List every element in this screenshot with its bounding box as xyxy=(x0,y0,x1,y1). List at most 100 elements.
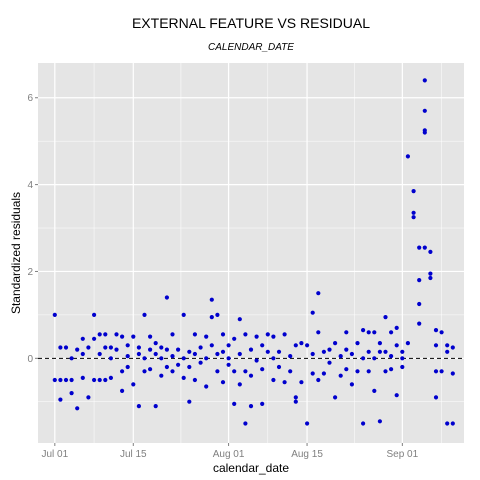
data-point xyxy=(69,356,74,361)
data-point xyxy=(361,356,366,361)
data-point xyxy=(321,371,326,376)
data-point xyxy=(209,315,214,320)
data-point xyxy=(450,371,455,376)
data-point xyxy=(125,364,130,370)
data-point xyxy=(153,351,158,357)
data-point xyxy=(400,364,405,370)
data-point xyxy=(366,369,371,374)
data-point xyxy=(433,369,439,374)
data-point xyxy=(226,356,231,361)
data-point xyxy=(428,275,433,281)
data-point xyxy=(243,332,248,337)
data-point xyxy=(164,295,169,300)
data-point xyxy=(293,343,298,348)
data-point xyxy=(433,343,439,348)
data-point xyxy=(192,332,197,337)
data-point xyxy=(237,382,242,387)
y-tick-label: 6 xyxy=(27,93,33,104)
data-point xyxy=(445,421,450,426)
data-point xyxy=(439,369,444,374)
data-point xyxy=(333,395,338,400)
data-point xyxy=(260,343,265,348)
data-point xyxy=(372,330,377,335)
data-point xyxy=(153,341,158,346)
data-point xyxy=(433,328,439,333)
data-point xyxy=(327,347,332,352)
data-point xyxy=(215,351,220,357)
data-point xyxy=(75,347,80,352)
data-point xyxy=(232,401,237,406)
data-point xyxy=(333,341,338,346)
data-point xyxy=(164,347,169,352)
data-point xyxy=(316,291,321,296)
data-point xyxy=(288,369,293,374)
data-point xyxy=(299,341,304,346)
y-tick-label: 2 xyxy=(27,267,33,278)
data-point xyxy=(187,349,192,354)
data-point xyxy=(187,399,192,404)
y-tick-label: 0 xyxy=(27,354,33,365)
data-point xyxy=(86,395,91,400)
x-axis-label: calendar_date xyxy=(213,461,289,475)
data-point xyxy=(92,312,97,317)
data-point xyxy=(159,373,164,378)
data-point xyxy=(394,393,399,398)
data-point xyxy=(344,347,349,352)
data-point xyxy=(69,391,74,396)
data-point xyxy=(86,345,91,350)
data-point xyxy=(338,373,343,378)
data-point xyxy=(108,356,113,361)
data-point xyxy=(400,349,405,354)
data-point xyxy=(215,369,220,374)
data-point xyxy=(310,371,315,376)
data-point xyxy=(114,332,119,337)
data-point xyxy=(361,421,366,426)
data-point xyxy=(445,343,450,348)
data-point xyxy=(366,349,371,354)
data-point xyxy=(220,349,226,354)
data-point xyxy=(148,367,153,372)
data-point xyxy=(411,189,416,194)
data-point xyxy=(288,354,293,359)
data-point xyxy=(411,210,416,215)
data-point xyxy=(321,349,326,354)
data-point xyxy=(243,369,248,374)
data-point xyxy=(204,334,209,339)
data-point xyxy=(417,321,422,326)
data-point xyxy=(366,330,371,335)
data-point xyxy=(198,345,203,350)
data-point xyxy=(170,354,175,359)
data-point xyxy=(248,373,254,378)
data-point xyxy=(433,395,439,400)
data-point xyxy=(142,312,147,317)
data-point xyxy=(383,315,388,320)
data-point xyxy=(136,404,141,409)
data-point xyxy=(125,354,130,359)
data-point xyxy=(383,369,388,374)
data-point xyxy=(282,332,287,337)
data-point xyxy=(260,401,265,406)
data-point xyxy=(170,332,175,337)
x-tick-label: Jul 01 xyxy=(41,449,68,460)
data-point xyxy=(377,419,382,424)
data-point xyxy=(344,330,349,335)
data-point xyxy=(226,343,231,348)
data-point xyxy=(97,332,102,337)
data-point xyxy=(142,369,147,374)
data-point xyxy=(417,301,422,307)
data-point xyxy=(103,345,108,350)
plot-panel xyxy=(38,63,464,443)
data-point xyxy=(80,351,85,357)
data-point xyxy=(181,312,186,317)
data-point xyxy=(389,354,394,359)
data-point xyxy=(63,345,69,350)
data-point xyxy=(305,421,310,426)
data-point xyxy=(181,375,186,380)
data-point xyxy=(136,351,141,357)
data-point xyxy=(108,375,113,380)
data-point xyxy=(439,330,444,335)
y-tick-label: 4 xyxy=(27,180,33,191)
data-point xyxy=(237,317,242,322)
data-point xyxy=(52,377,57,383)
data-point xyxy=(400,356,405,361)
